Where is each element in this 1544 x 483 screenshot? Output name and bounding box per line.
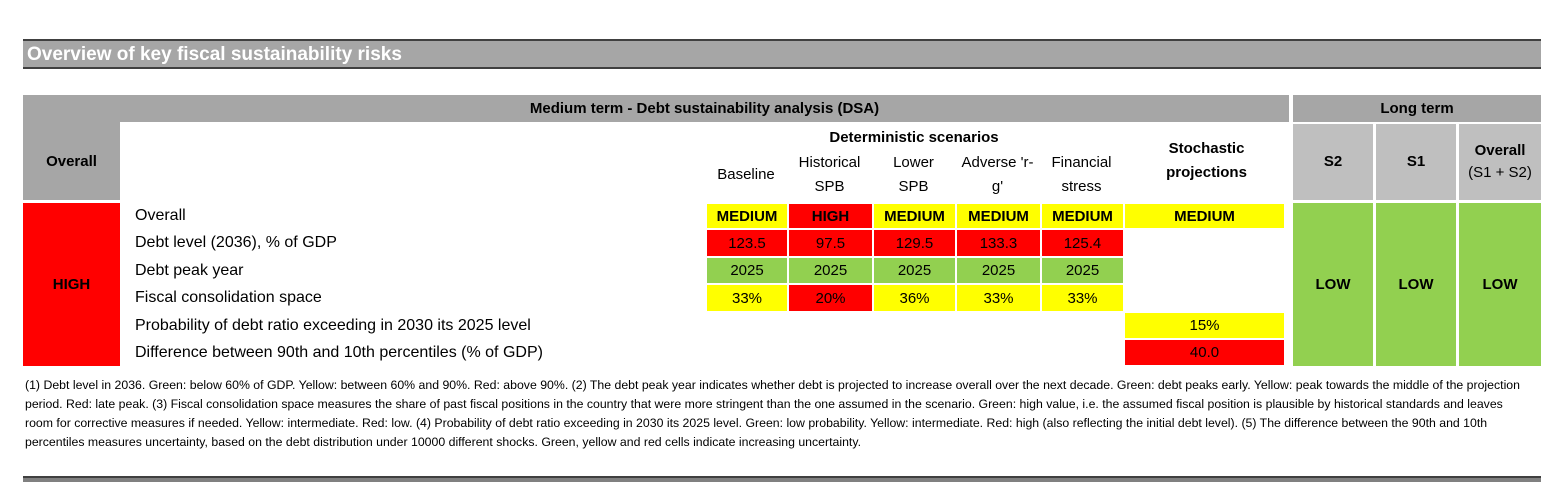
column-header: Stochastic projections: [1166, 140, 1247, 181]
cell: 133.3: [957, 230, 1040, 256]
cell: MEDIUM: [957, 204, 1040, 228]
cell: MEDIUM: [707, 204, 787, 228]
title: Overview of key fiscal sustainability ri…: [27, 44, 402, 65]
row-label: Debt level (2036), % of GDP: [135, 234, 337, 251]
long-column-cell: S1: [1376, 124, 1456, 200]
footnote: (1) Debt level in 2036. Green: below 60%…: [25, 378, 1520, 449]
cell: 2025: [789, 258, 872, 283]
row-label: Fiscal consolidation space: [135, 289, 322, 306]
cell: 129.5: [874, 230, 955, 256]
medium-term-header: Medium term - Debt sustainability analys…: [529, 100, 880, 117]
long-column-name: S2: [1323, 153, 1343, 170]
long-value: LOW: [1459, 203, 1541, 366]
long-column-cell: S2: [1293, 124, 1373, 200]
cell: 123.5: [707, 230, 787, 256]
long-term-band: [1293, 95, 1541, 122]
bottom-rule: [23, 476, 1541, 482]
cell: 2025: [707, 258, 787, 283]
row-label: Overall: [135, 207, 186, 224]
cell: 15%: [1125, 313, 1284, 338]
cell: 36%: [874, 285, 955, 311]
long-column-cell: Overall (S1 + S2): [1459, 124, 1541, 200]
column-header: Financial stress: [1051, 154, 1112, 195]
long-value: LOW: [1376, 203, 1456, 366]
long-term-header: Long term: [1380, 100, 1454, 117]
row-label: Probability of debt ratio exceeding in 2…: [135, 316, 531, 334]
cell: MEDIUM: [874, 204, 955, 228]
row-label: Difference between 90th and 10th percent…: [135, 343, 543, 361]
cell: 40.0: [1125, 340, 1284, 365]
cell: HIGH: [789, 204, 872, 228]
cell: 125.4: [1042, 230, 1123, 256]
cell: MEDIUM: [1125, 204, 1284, 228]
long-column-note: (S1 + S2): [1468, 164, 1532, 181]
overall-header: Overall: [23, 122, 120, 200]
column-header: Historical SPB: [798, 154, 861, 195]
long-column-name: S1: [1406, 153, 1426, 170]
cell: 2025: [874, 258, 955, 283]
row-label: Debt peak year: [135, 261, 244, 279]
overall-value: HIGH: [23, 203, 120, 366]
cell: 2025: [957, 258, 1040, 283]
title-bar: Overview of key fiscal sustainability ri…: [23, 39, 1541, 69]
column-header: Adverse 'r-g': [961, 154, 1034, 195]
cell: 33%: [957, 285, 1040, 311]
cell: MEDIUM: [1042, 204, 1123, 228]
cell: 33%: [707, 285, 787, 311]
cell: 20%: [789, 285, 872, 311]
column-header: Lower SPB: [893, 154, 934, 195]
medium-term-band: [23, 95, 1289, 122]
column-header: Baseline: [717, 166, 775, 183]
long-value: LOW: [1293, 203, 1373, 366]
deterministic-header: Deterministic scenarios: [829, 128, 999, 146]
cell: 97.5: [789, 230, 872, 256]
cell: 33%: [1042, 285, 1123, 311]
cell: 2025: [1042, 258, 1123, 283]
long-column-name: Overall: [1474, 142, 1526, 159]
